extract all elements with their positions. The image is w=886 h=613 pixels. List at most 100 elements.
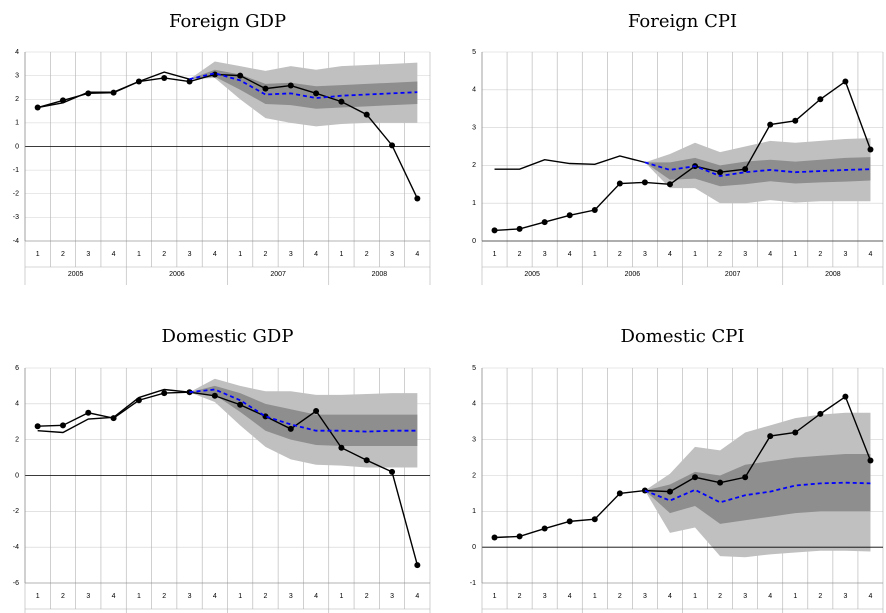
quarter-label: 2: [618, 593, 622, 600]
quarter-label: 1: [693, 593, 697, 600]
y-tick-label: 2: [15, 437, 19, 444]
data-point: [541, 219, 548, 226]
quarter-label: 4: [415, 251, 419, 258]
data-point: [287, 82, 294, 89]
quarter-label: 2: [518, 251, 522, 258]
data-point: [491, 534, 498, 541]
year-label: 2005: [524, 271, 540, 278]
y-tick-label: 1: [15, 120, 19, 127]
y-tick-label: -6: [13, 580, 19, 587]
data-point: [491, 227, 498, 234]
data-point: [566, 518, 573, 525]
data-point: [817, 96, 824, 103]
fan-band: [644, 157, 871, 187]
quarter-label: 3: [643, 593, 647, 600]
quarter-label: 2: [264, 593, 268, 600]
quarter-label: 2: [518, 593, 522, 600]
quarter-label: 4: [768, 251, 772, 258]
data-point: [867, 457, 874, 464]
data-point: [161, 74, 168, 81]
y-tick-label: 5: [472, 365, 476, 372]
quarter-label: 2: [818, 593, 822, 600]
data-point: [338, 444, 345, 451]
data-point: [287, 425, 294, 432]
y-tick-label: 2: [472, 472, 476, 479]
quarter-label: 1: [593, 251, 597, 258]
data-point: [516, 533, 523, 540]
y-tick-label: -4: [13, 238, 19, 245]
quarter-label: 3: [543, 251, 547, 258]
year-label: 2006: [625, 271, 641, 278]
series-line: [189, 72, 418, 99]
data-point: [742, 474, 749, 481]
data-point: [616, 180, 623, 187]
y-tick-label: 4: [15, 49, 19, 56]
quarter-label: 1: [36, 251, 40, 258]
data-point: [237, 401, 244, 408]
data-point: [842, 78, 849, 85]
data-point: [237, 72, 244, 79]
data-point: [34, 423, 41, 430]
quarter-label: 3: [188, 593, 192, 600]
data-point: [541, 525, 548, 532]
quarter-label: 1: [793, 593, 797, 600]
quarter-label: 1: [339, 251, 343, 258]
series-line: [494, 80, 872, 232]
y-tick-label: 4: [15, 401, 19, 408]
data-point: [616, 490, 623, 497]
data-point: [767, 121, 774, 128]
data-point: [867, 146, 874, 153]
quarter-label: 4: [568, 593, 572, 600]
y-tick-label: 6: [15, 365, 19, 372]
quarter-label: 4: [668, 593, 672, 600]
quarter-label: 1: [238, 593, 242, 600]
data-point: [313, 408, 320, 414]
quarter-label: 3: [86, 251, 90, 258]
year-label: 2007: [270, 271, 286, 278]
quarter-label: 4: [568, 251, 572, 258]
data-point: [389, 468, 396, 475]
data-point: [313, 90, 320, 97]
year-label: 2007: [725, 271, 741, 278]
y-tick-label: 0: [472, 238, 476, 245]
quarter-label: 1: [693, 251, 697, 258]
y-tick-label: 0: [15, 143, 19, 150]
data-point: [742, 166, 749, 173]
y-tick-label: 4: [472, 401, 476, 408]
y-tick-label: -2: [13, 191, 19, 198]
quarter-label: 4: [869, 593, 873, 600]
y-tick-label: -1: [470, 580, 476, 587]
series-line: [494, 155, 646, 170]
data-point: [666, 181, 673, 188]
series-line: [37, 73, 418, 199]
data-point: [389, 142, 396, 149]
quarter-label: 4: [112, 251, 116, 258]
chart-title: Foreign GDP: [169, 11, 286, 32]
series-line: [37, 391, 419, 566]
data-point: [842, 393, 849, 400]
y-tick-label: 4: [472, 87, 476, 94]
quarter-label: 2: [61, 251, 65, 258]
quarter-label: 4: [768, 593, 772, 600]
data-point: [641, 179, 648, 186]
quarter-label: 3: [843, 593, 847, 600]
quarter-label: 1: [137, 593, 141, 600]
y-tick-label: -2: [13, 508, 19, 515]
y-tick-label: -3: [13, 214, 19, 221]
quarter-label: 1: [36, 593, 40, 600]
series-line: [494, 395, 872, 539]
quarter-label: 2: [718, 251, 722, 258]
data-point: [363, 111, 370, 118]
data-point: [516, 225, 523, 232]
quarter-label: 1: [793, 251, 797, 258]
quarter-label: 3: [843, 251, 847, 258]
quarter-label: 1: [137, 251, 141, 258]
y-tick-label: 0: [472, 544, 476, 551]
data-point: [692, 474, 699, 481]
quarter-label: 4: [415, 593, 419, 600]
data-point: [211, 392, 218, 399]
data-point: [262, 85, 269, 92]
quarter-label: 3: [743, 251, 747, 258]
y-tick-label: 2: [15, 96, 19, 103]
